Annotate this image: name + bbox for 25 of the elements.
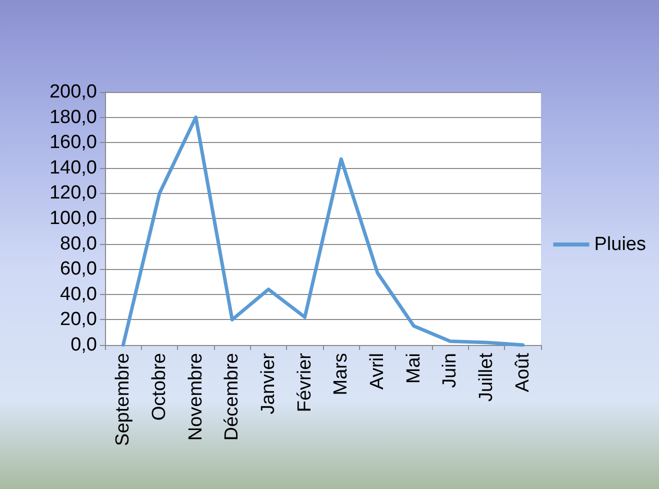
x-tick-label: Août [512,352,534,392]
y-tick-label: 160,0 [49,132,97,154]
y-tick-label: 100,0 [49,208,97,229]
x-tick-label: Janvier [258,352,279,414]
y-tick-label: 40,0 [60,284,97,305]
y-tick-label: 60,0 [60,258,97,280]
x-tick-label: Juillet [476,352,497,402]
x-tick-label: Octobre [149,353,170,421]
y-tick-label: 200,0 [49,82,97,102]
x-tick-label: Novembre [185,353,206,441]
y-tick-label: 0,0 [70,334,97,356]
x-tick-label: Avril [367,353,388,390]
x-tick-label: Mai [403,353,424,384]
y-tick-label: 120,0 [49,182,97,204]
y-tick-label: 140,0 [49,157,97,178]
y-tick-label: 20,0 [60,309,97,330]
line-series [121,116,525,347]
y-tick-label: 180,0 [49,106,97,128]
x-tick-label: Mars [330,353,352,396]
legend-label: Pluies [594,234,646,255]
x-tick-label: Juin [440,353,461,388]
y-tick-label: 80,0 [60,233,97,254]
x-tick-label: Décembre [222,353,243,441]
x-tick-label: Septembre [112,353,134,446]
x-tick-label: Février [294,352,316,412]
